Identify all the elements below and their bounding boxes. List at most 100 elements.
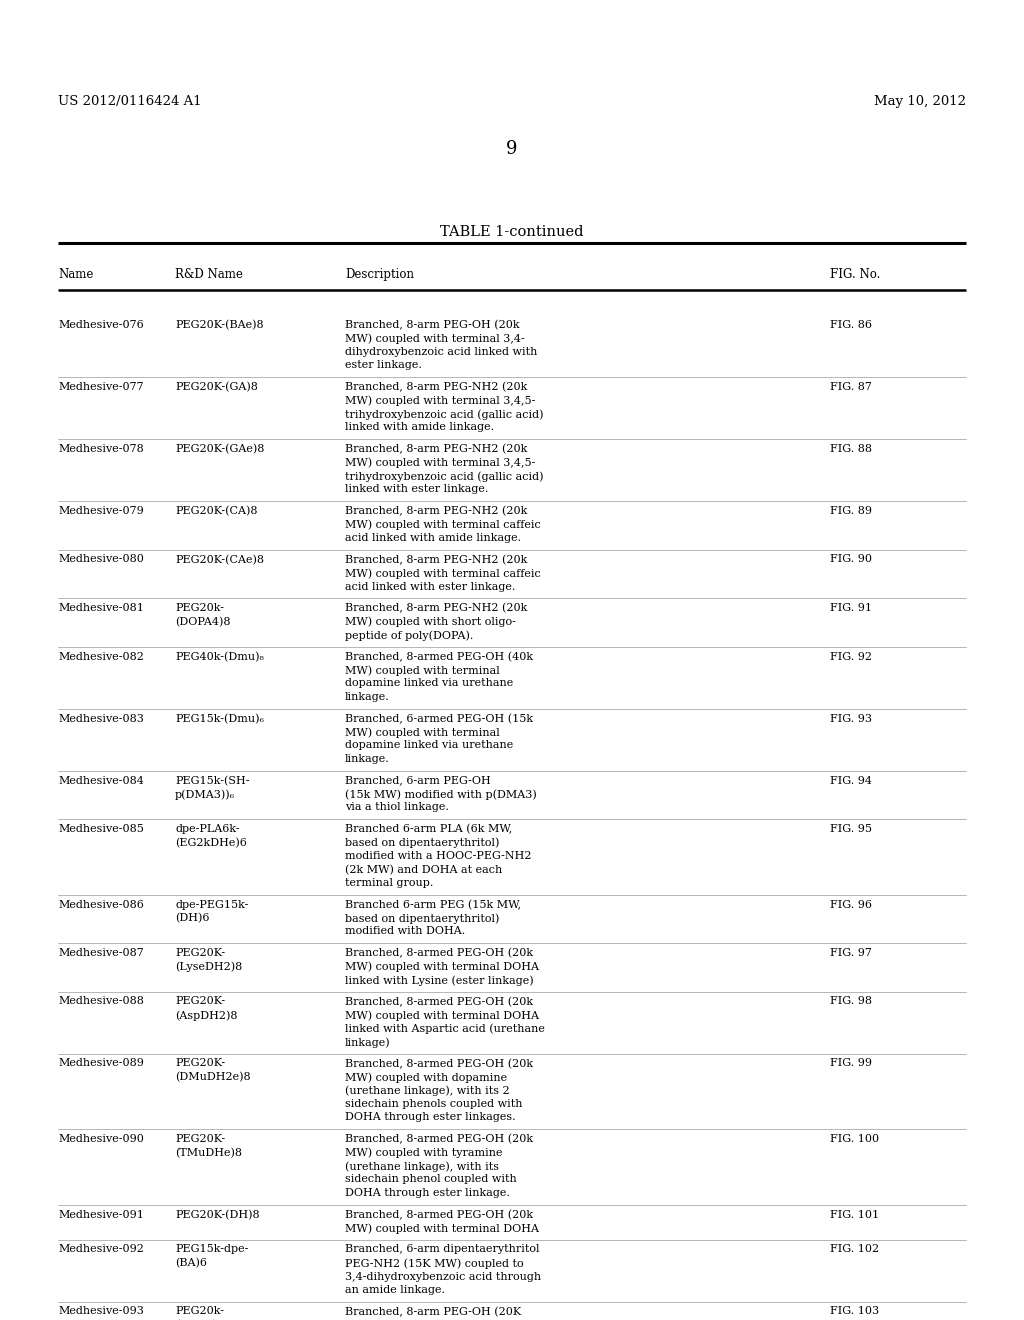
Text: Medhesive-088: Medhesive-088 [58, 997, 144, 1006]
Text: peptide of poly(DOPA).: peptide of poly(DOPA). [345, 630, 473, 640]
Text: based on dipentaerythritol): based on dipentaerythritol) [345, 913, 500, 924]
Text: TABLE 1-continued: TABLE 1-continued [440, 224, 584, 239]
Text: Medhesive-078: Medhesive-078 [58, 444, 143, 454]
Text: (DH)6: (DH)6 [175, 913, 210, 923]
Text: (DMuDH2e)8: (DMuDH2e)8 [175, 1072, 251, 1082]
Text: 9: 9 [506, 140, 518, 158]
Text: PEG15k-dpe-: PEG15k-dpe- [175, 1245, 249, 1254]
Text: dopamine linked via urethane: dopamine linked via urethane [345, 678, 513, 689]
Text: linked with Lysine (ester linkage): linked with Lysine (ester linkage) [345, 975, 534, 986]
Text: MW) coupled with dopamine: MW) coupled with dopamine [345, 1072, 507, 1082]
Text: Branched, 8-armed PEG-OH (40k: Branched, 8-armed PEG-OH (40k [345, 652, 534, 661]
Text: PEG40k-(Dmu)₈: PEG40k-(Dmu)₈ [175, 652, 264, 661]
Text: PEG20K-(BAe)8: PEG20K-(BAe)8 [175, 319, 263, 330]
Text: FIG. 89: FIG. 89 [830, 506, 872, 516]
Text: Medhesive-082: Medhesive-082 [58, 652, 144, 661]
Text: Medhesive-089: Medhesive-089 [58, 1059, 144, 1068]
Text: Branched, 8-armed PEG-OH (20k: Branched, 8-armed PEG-OH (20k [345, 1059, 534, 1069]
Text: MW) coupled with terminal DOHA: MW) coupled with terminal DOHA [345, 1010, 539, 1020]
Text: MW) coupled with terminal 3,4,5-: MW) coupled with terminal 3,4,5- [345, 396, 536, 407]
Text: (LyseDH2)8: (LyseDH2)8 [175, 961, 243, 972]
Text: linked with amide linkage.: linked with amide linkage. [345, 422, 495, 433]
Text: Medhesive-083: Medhesive-083 [58, 714, 144, 723]
Text: Branched, 8-armed PEG-OH (20k: Branched, 8-armed PEG-OH (20k [345, 997, 534, 1007]
Text: (AspDH2)8: (AspDH2)8 [175, 1010, 238, 1020]
Text: US 2012/0116424 A1: US 2012/0116424 A1 [58, 95, 202, 108]
Text: (DOPA4)8: (DOPA4)8 [175, 616, 230, 627]
Text: FIG. 93: FIG. 93 [830, 714, 872, 723]
Text: acid linked with ester linkage.: acid linked with ester linkage. [345, 582, 515, 591]
Text: Medhesive-085: Medhesive-085 [58, 824, 144, 834]
Text: terminal group.: terminal group. [345, 878, 433, 888]
Text: FIG. 87: FIG. 87 [830, 381, 871, 392]
Text: sidechain phenols coupled with: sidechain phenols coupled with [345, 1100, 522, 1109]
Text: ester linkage.: ester linkage. [345, 360, 422, 371]
Text: PEG-NH2 (15K MW) coupled to: PEG-NH2 (15K MW) coupled to [345, 1258, 523, 1269]
Text: 3,4-dihydroxybenzoic acid through: 3,4-dihydroxybenzoic acid through [345, 1271, 541, 1282]
Text: Branched, 6-arm PEG-OH: Branched, 6-arm PEG-OH [345, 776, 490, 785]
Text: MW) coupled with terminal caffeic: MW) coupled with terminal caffeic [345, 520, 541, 531]
Text: PEG20K-(GA)8: PEG20K-(GA)8 [175, 381, 258, 392]
Text: FIG. 95: FIG. 95 [830, 824, 872, 834]
Text: PEG20K-(GAe)8: PEG20K-(GAe)8 [175, 444, 264, 454]
Text: FIG. No.: FIG. No. [830, 268, 881, 281]
Text: Description: Description [345, 268, 414, 281]
Text: (TMuDHe)8: (TMuDHe)8 [175, 1147, 242, 1158]
Text: FIG. 103: FIG. 103 [830, 1307, 880, 1316]
Text: MW) coupled with short oligo-: MW) coupled with short oligo- [345, 616, 516, 627]
Text: trihydroxybenzoic acid (gallic acid): trihydroxybenzoic acid (gallic acid) [345, 409, 544, 420]
Text: dopamine linked via urethane: dopamine linked via urethane [345, 741, 513, 751]
Text: FIG. 97: FIG. 97 [830, 948, 871, 958]
Text: sidechain phenol coupled with: sidechain phenol coupled with [345, 1175, 517, 1184]
Text: Medhesive-092: Medhesive-092 [58, 1245, 144, 1254]
Text: PEG20K-(CA)8: PEG20K-(CA)8 [175, 506, 257, 516]
Text: PEG20K-: PEG20K- [175, 997, 225, 1006]
Text: Medhesive-090: Medhesive-090 [58, 1134, 144, 1144]
Text: Branched, 8-armed PEG-OH (20k: Branched, 8-armed PEG-OH (20k [345, 1134, 534, 1144]
Text: FIG. 88: FIG. 88 [830, 444, 872, 454]
Text: FIG. 99: FIG. 99 [830, 1059, 872, 1068]
Text: FIG. 86: FIG. 86 [830, 319, 872, 330]
Text: FIG. 96: FIG. 96 [830, 899, 872, 909]
Text: MW) coupled with terminal DOHA: MW) coupled with terminal DOHA [345, 961, 539, 972]
Text: PEG15k-(SH-: PEG15k-(SH- [175, 776, 250, 785]
Text: Medhesive-091: Medhesive-091 [58, 1209, 144, 1220]
Text: modified with a HOOC-PEG-NH2: modified with a HOOC-PEG-NH2 [345, 851, 531, 861]
Text: PEG20k-: PEG20k- [175, 603, 224, 612]
Text: MW) coupled with terminal: MW) coupled with terminal [345, 727, 500, 738]
Text: PEG20K-: PEG20K- [175, 1059, 225, 1068]
Text: FIG. 92: FIG. 92 [830, 652, 872, 661]
Text: Branched 6-arm PEG (15k MW,: Branched 6-arm PEG (15k MW, [345, 899, 521, 909]
Text: Branched 6-arm PLA (6k MW,: Branched 6-arm PLA (6k MW, [345, 824, 512, 834]
Text: Branched, 8-arm PEG-OH (20K: Branched, 8-arm PEG-OH (20K [345, 1307, 521, 1317]
Text: Medhesive-080: Medhesive-080 [58, 554, 144, 565]
Text: p(DMA3))₆: p(DMA3))₆ [175, 789, 236, 800]
Text: DOHA through ester linkages.: DOHA through ester linkages. [345, 1113, 516, 1122]
Text: Branched, 8-arm PEG-NH2 (20k: Branched, 8-arm PEG-NH2 (20k [345, 444, 527, 454]
Text: Medhesive-087: Medhesive-087 [58, 948, 143, 958]
Text: linkage.: linkage. [345, 692, 390, 702]
Text: FIG. 100: FIG. 100 [830, 1134, 880, 1144]
Text: linkage): linkage) [345, 1038, 390, 1048]
Text: Medhesive-077: Medhesive-077 [58, 381, 143, 392]
Text: Name: Name [58, 268, 93, 281]
Text: PEG15k-(Dmu)₆: PEG15k-(Dmu)₆ [175, 714, 264, 723]
Text: MW) coupled with tyramine: MW) coupled with tyramine [345, 1147, 503, 1158]
Text: PEG20K-(CAe)8: PEG20K-(CAe)8 [175, 554, 264, 565]
Text: modified with DOHA.: modified with DOHA. [345, 927, 465, 936]
Text: Branched, 6-armed PEG-OH (15k: Branched, 6-armed PEG-OH (15k [345, 714, 534, 723]
Text: FIG. 91: FIG. 91 [830, 603, 872, 612]
Text: Branched, 8-armed PEG-OH (20k: Branched, 8-armed PEG-OH (20k [345, 1209, 534, 1220]
Text: linkage.: linkage. [345, 754, 390, 764]
Text: Medhesive-084: Medhesive-084 [58, 776, 144, 785]
Text: Branched, 8-arm PEG-NH2 (20k: Branched, 8-arm PEG-NH2 (20k [345, 506, 527, 516]
Text: PEG20k-: PEG20k- [175, 1307, 224, 1316]
Text: trihydroxybenzoic acid (gallic acid): trihydroxybenzoic acid (gallic acid) [345, 471, 544, 482]
Text: FIG. 98: FIG. 98 [830, 997, 872, 1006]
Text: dpe-PEG15k-: dpe-PEG15k- [175, 899, 249, 909]
Text: Branched, 8-arm PEG-OH (20k: Branched, 8-arm PEG-OH (20k [345, 319, 519, 330]
Text: MW) coupled with terminal DOHA: MW) coupled with terminal DOHA [345, 1224, 539, 1234]
Text: (urethane linkage), with its 2: (urethane linkage), with its 2 [345, 1085, 510, 1096]
Text: FIG. 102: FIG. 102 [830, 1245, 880, 1254]
Text: May 10, 2012: May 10, 2012 [874, 95, 966, 108]
